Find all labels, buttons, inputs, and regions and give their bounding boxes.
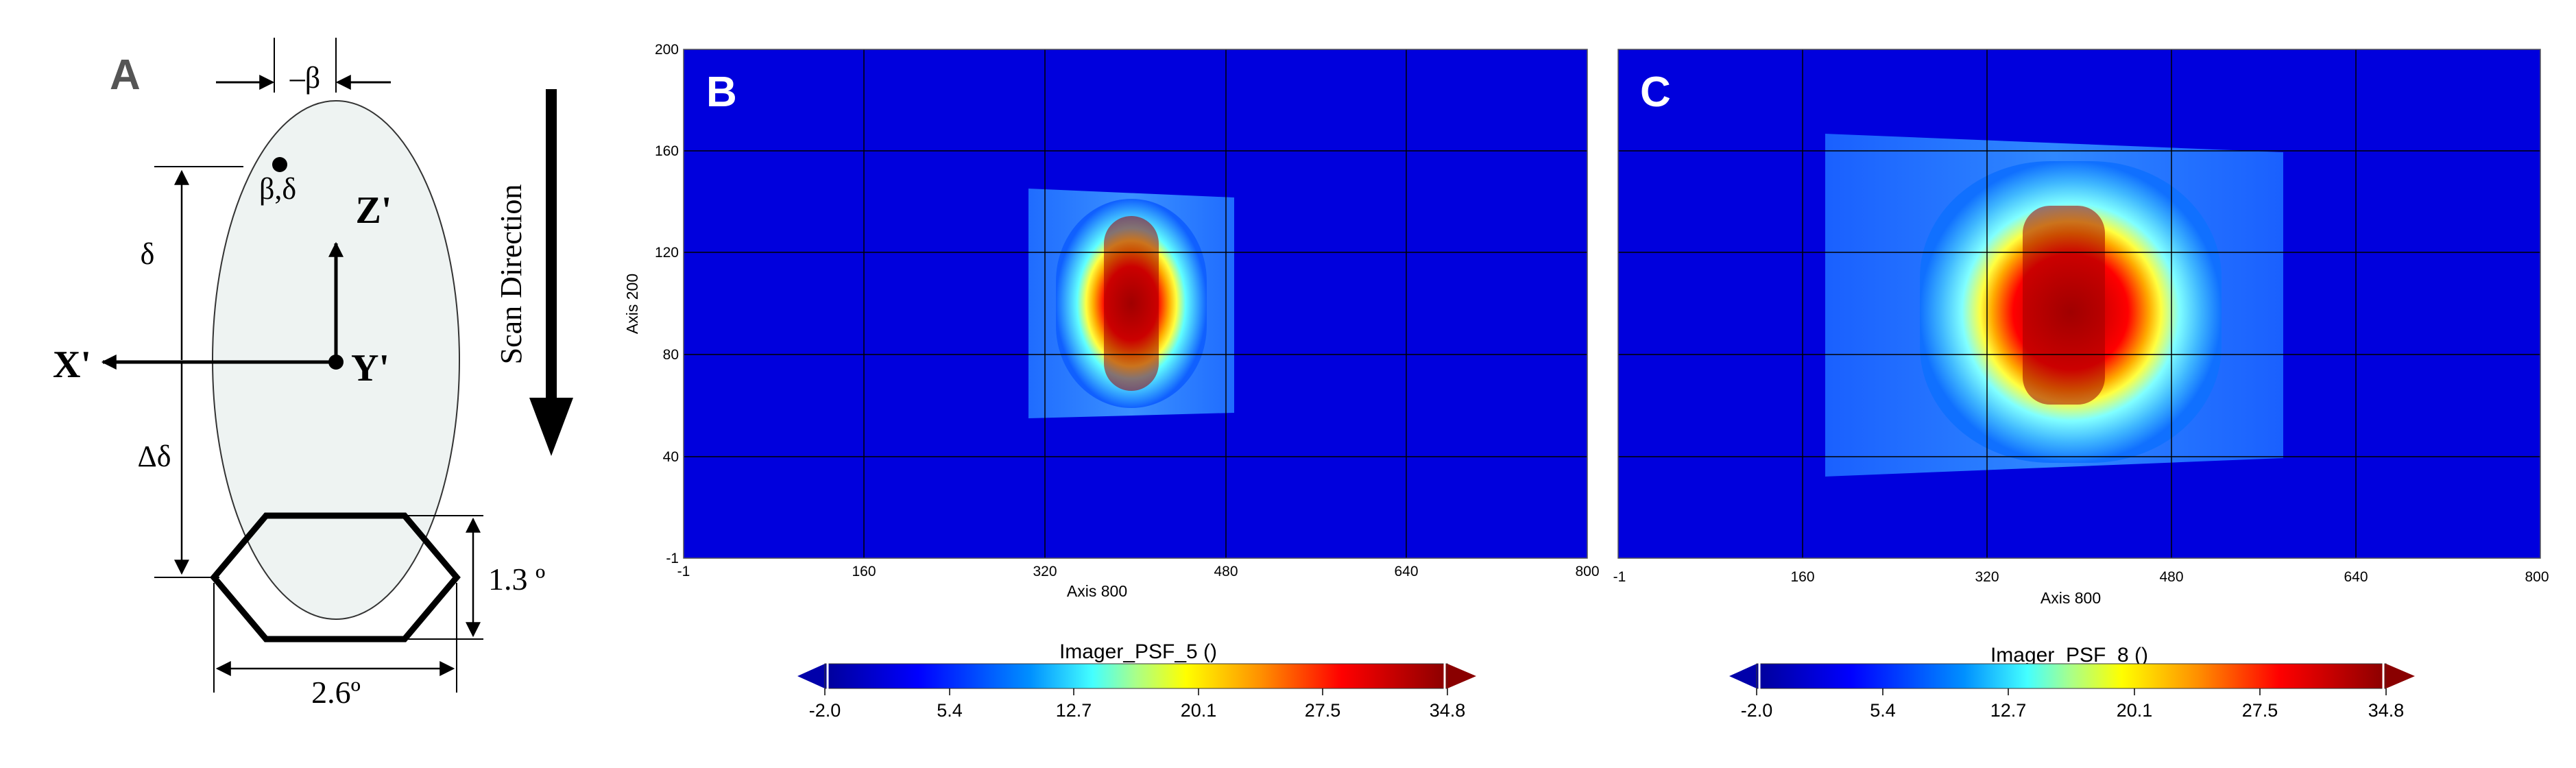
panel-c-x-tick: 320 <box>1975 569 1999 585</box>
panel-b-y-ticks: 200 160 120 80 40 -1 <box>655 42 679 566</box>
reference-point <box>272 157 287 172</box>
panel-b-x-tick: 160 <box>852 564 876 579</box>
panel-b-colorbar-bar <box>824 663 1448 689</box>
panel-c-grid <box>1618 49 2540 558</box>
panel-c-colorbar-tick: 27.5 <box>2242 700 2278 721</box>
panel-c-colorbar-tick: 20.1 <box>2117 700 2153 721</box>
panel-b-plot: B -1 160 320 480 640 800 200 160 120 80 … <box>623 42 1600 721</box>
panel-b-colorbar-tick: 5.4 <box>937 700 963 721</box>
x-axis-label: X' <box>53 344 91 386</box>
panel-b-y-tick: -1 <box>666 551 679 566</box>
panel-c-colorbar-tick: 34.8 <box>2368 700 2405 721</box>
panel-b-x-tick: 480 <box>1214 564 1238 579</box>
scan-direction-label: Scan Direction <box>494 184 528 365</box>
panel-c-colorbar-tick: 5.4 <box>1870 700 1896 721</box>
panel-a-letter: A <box>110 51 141 99</box>
panel-c-colorbar-min-arrow <box>1729 664 1757 688</box>
panel-b-colorbar: Imager_PSF_5 () -2.0 5.4 12.7 20.1 27.5 … <box>797 640 1476 721</box>
panel-c-x-ticks: -1 160 320 480 640 800 <box>1613 569 2549 585</box>
panel-c-psf-peak <box>2023 206 2105 405</box>
panel-b-y-tick: 200 <box>655 42 679 58</box>
scan-direction-shaft <box>546 89 557 405</box>
scan-direction-arrowhead <box>529 398 573 456</box>
beta-label: –β <box>289 61 320 95</box>
panel-b-colorbar-tick: 12.7 <box>1056 700 1092 721</box>
panel-c-x-tick: 160 <box>1790 569 1814 585</box>
z-axis-label: Z' <box>356 189 392 232</box>
panel-c-colorbar-max-arrow <box>2386 664 2415 688</box>
panel-b-colorbar-title: Imager_PSF_5 () <box>1059 640 1217 663</box>
delta-label: δ <box>141 237 155 271</box>
panel-c-x-axis-label: Axis 800 <box>2041 589 2101 607</box>
panel-c-plot: C -1 160 320 480 640 800 Axis 800 Imager… <box>1613 49 2549 721</box>
panel-b-y-axis-label: Axis 200 <box>623 274 641 334</box>
panel-b-y-tick: 160 <box>655 143 679 159</box>
panel-b-x-tick: 320 <box>1033 564 1057 579</box>
panel-b-x-axis-label: Axis 800 <box>1067 582 1127 600</box>
panel-c-colorbar-tick: -2.0 <box>1741 700 1773 721</box>
panel-c-letter: C <box>1640 69 1671 116</box>
panel-c-colorbar-tick: 12.7 <box>1990 700 2027 721</box>
panel-b-psf-peak <box>1104 216 1159 391</box>
panel-b-grid <box>684 49 1587 558</box>
origin-point <box>328 355 344 370</box>
hexagon-footprint <box>210 512 461 643</box>
panel-c-colorbar-bar <box>1756 663 2387 689</box>
panel-c-frame <box>1617 49 2541 559</box>
panel-c-x-tick: -1 <box>1613 569 1626 585</box>
panel-b-y-tick: 80 <box>663 347 679 363</box>
panel-b-letter: B <box>706 69 737 116</box>
y-axis-label: Y' <box>351 347 389 389</box>
panel-c-colorbar: Imager_PSF_8 () -2.0 5.4 12.7 20.1 27.5 … <box>1729 644 2415 721</box>
panel-b-colorbar-tick: 34.8 <box>1430 700 1466 721</box>
panel-c-x-tick: 480 <box>2159 569 2183 585</box>
panel-b-x-tick: -1 <box>677 564 690 579</box>
panel-c-x-tick: 640 <box>2344 569 2368 585</box>
panel-b-colorbar-tick: 20.1 <box>1181 700 1217 721</box>
width-label: 2.6º <box>311 675 361 710</box>
panel-b-x-ticks: -1 160 320 480 640 800 <box>677 564 1600 579</box>
panel-b-colorbar-tick: 27.5 <box>1305 700 1341 721</box>
panel-b-x-tick: 800 <box>1575 564 1599 579</box>
panel-b-y-tick: 120 <box>655 245 679 261</box>
panel-c-colorbar-title: Imager_PSF_8 () <box>1990 644 2148 667</box>
panel-b-colorbar-min-arrow <box>797 664 825 688</box>
panel-b-y-tick: 40 <box>663 449 679 465</box>
panel-a-diagram: A –β β,δ δ Δδ Z' X' Y' 1.3 º <box>53 38 573 710</box>
height-label: 1.3 º <box>488 562 545 597</box>
panel-c-x-tick: 800 <box>2525 569 2549 585</box>
panel-b-x-tick: 640 <box>1394 564 1418 579</box>
panel-b-colorbar-max-arrow <box>1447 664 1476 688</box>
panel-b-colorbar-tick: -2.0 <box>809 700 841 721</box>
panel-b-frame <box>683 49 1588 559</box>
point-label: β,δ <box>259 172 296 206</box>
delta-delta-label: Δδ <box>137 440 171 473</box>
